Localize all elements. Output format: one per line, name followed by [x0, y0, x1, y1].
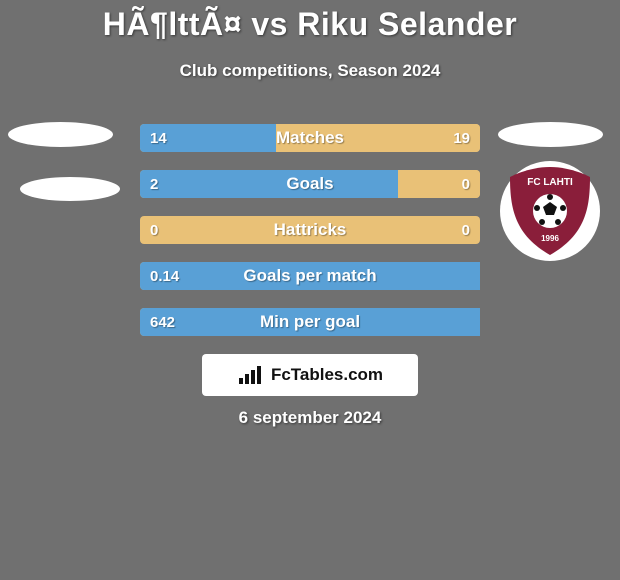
stats-area: 1419Matches 20Goals 00Hattricks 0.14Goals p… — [140, 124, 480, 354]
badge-text-top: FC LAHTI — [527, 177, 573, 188]
club-badge: FC LAHTI 1996 — [500, 161, 600, 261]
stat-row: 0.14Goals per match — [140, 262, 480, 290]
brand-text: FcTables.com — [271, 365, 383, 385]
left-team-slot — [8, 122, 118, 201]
card: HÃ¶lttÃ¤ vs Riku Selander Club competiti… — [0, 0, 620, 580]
stat-label: Matches — [140, 124, 480, 152]
right-team-logo-placeholder — [498, 122, 603, 147]
stat-label: Goals per match — [140, 262, 480, 290]
stat-label: Hattricks — [140, 216, 480, 244]
date-text: 6 september 2024 — [0, 408, 620, 428]
stat-row: 1419Matches — [140, 124, 480, 152]
stat-row: 00Hattricks — [140, 216, 480, 244]
left-team-logo-placeholder-1 — [8, 122, 113, 147]
badge-text-bottom: 1996 — [541, 234, 559, 243]
brand-box: FcTables.com — [202, 354, 418, 396]
subtitle: Club competitions, Season 2024 — [0, 61, 620, 81]
club-badge-svg: FC LAHTI 1996 — [500, 161, 600, 261]
page-title: HÃ¶lttÃ¤ vs Riku Selander — [0, 0, 620, 43]
left-team-logo-placeholder-2 — [20, 177, 120, 201]
right-team-slot: FC LAHTI 1996 — [494, 122, 606, 261]
bar-chart-icon — [237, 364, 265, 386]
stat-row: 642Min per goal — [140, 308, 480, 336]
stat-row: 20Goals — [140, 170, 480, 198]
stat-label: Min per goal — [140, 308, 480, 336]
stat-label: Goals — [140, 170, 480, 198]
